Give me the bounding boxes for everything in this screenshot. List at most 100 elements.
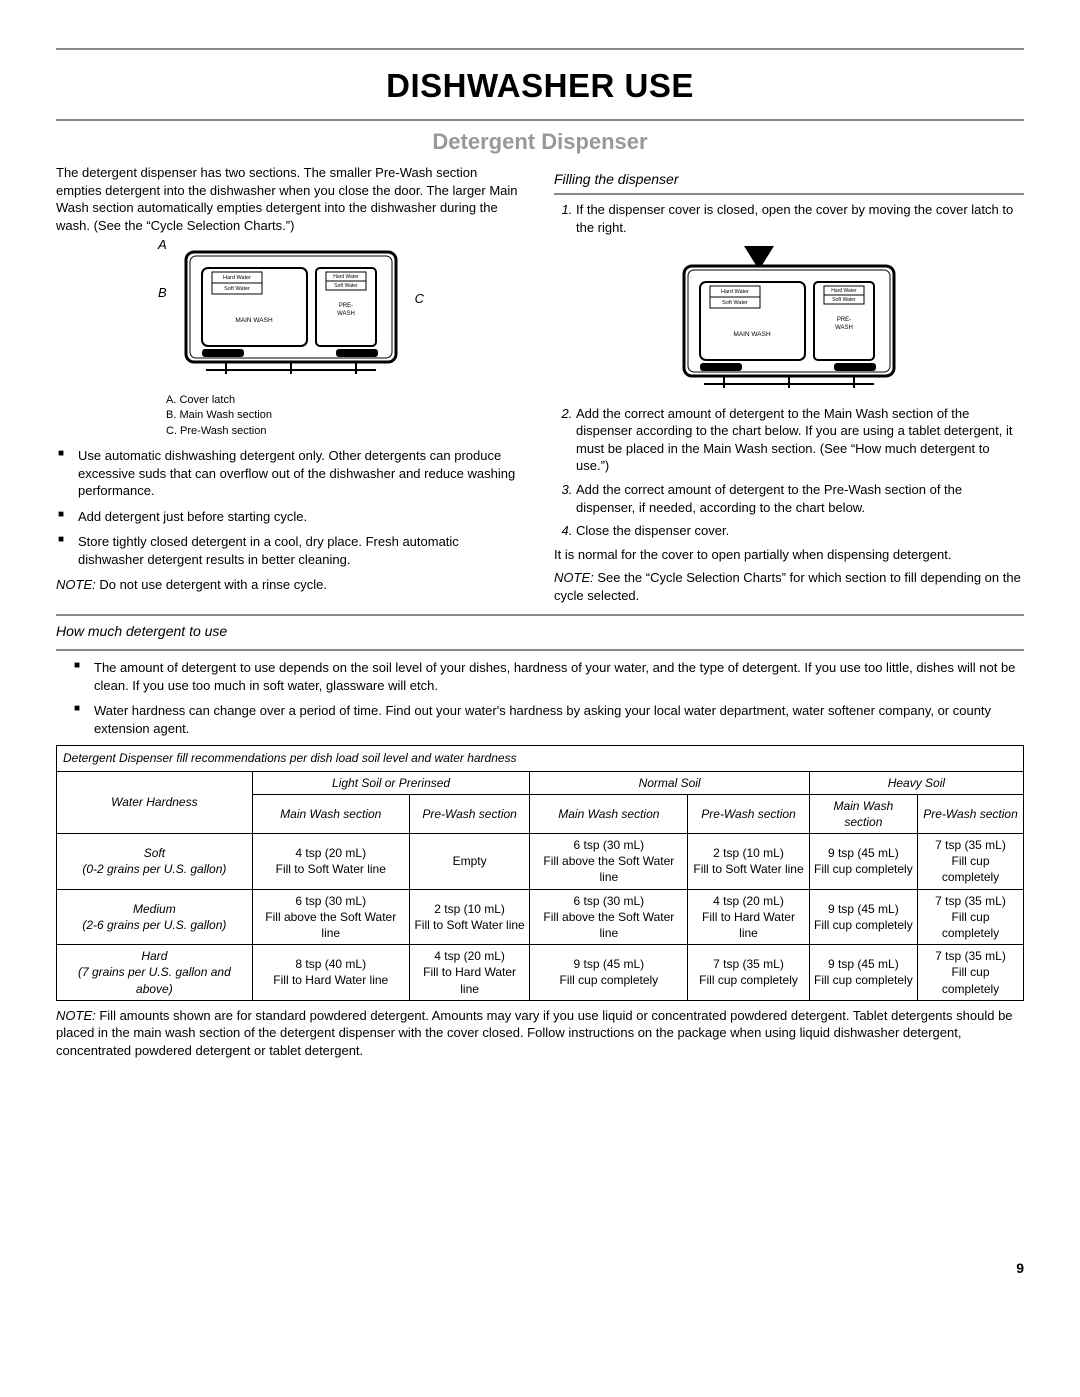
cell: 6 tsp (30 mL)Fill above the Soft Water l… (530, 834, 688, 890)
step-text: Add the correct amount of detergent to t… (576, 406, 1013, 474)
diagram-label-a: A (158, 236, 167, 254)
legend-c: C. Pre-Wash section (166, 424, 526, 439)
table-row: Medium(2-6 grains per U.S. gallon) 6 tsp… (57, 889, 1024, 945)
filling-after: It is normal for the cover to open parti… (554, 546, 1024, 564)
page-title: DISHWASHER USE (56, 64, 1024, 109)
cell: Empty (409, 834, 530, 890)
left-column: The detergent dispenser has two sections… (56, 164, 526, 610)
detergent-table: Detergent Dispenser fill recommendations… (56, 745, 1024, 1000)
diag-hardwater-l1: Hard Water (223, 275, 251, 281)
note-label: NOTE: (56, 577, 96, 592)
filling-steps-cont: Add the correct amount of detergent to t… (554, 405, 1024, 540)
filling-heading: Filling the dispenser (554, 170, 1024, 195)
th-pre: Pre-Wash section (409, 794, 530, 833)
diag-hardwater-l2: Hard Water (333, 274, 359, 280)
note-right: NOTE: See the “Cycle Selection Charts” f… (554, 569, 1024, 604)
cell: 4 tsp (20 mL)Fill to Hard Water line (688, 889, 809, 945)
diag-softwater-l1: Soft Water (224, 286, 250, 292)
row-label: Soft(0-2 grains per U.S. gallon) (57, 834, 253, 890)
cell: 6 tsp (30 mL)Fill above the Soft Water l… (530, 889, 688, 945)
row-label: Medium(2-6 grains per U.S. gallon) (57, 889, 253, 945)
dispenser-diagram-left: A B C Hard Water Soft Water MAIN WASH Ha… (56, 242, 526, 387)
diag-softwater-l2: Soft Water (334, 283, 358, 289)
diag-prewash-l2: WASH (337, 311, 355, 317)
note-text: Do not use detergent with a rinse cycle. (96, 577, 327, 592)
svg-text:Soft Water: Soft Water (722, 300, 748, 306)
th-main: Main Wash section (530, 794, 688, 833)
intro-paragraph: The detergent dispenser has two sections… (56, 164, 526, 234)
diag-prewash-l1: PRE- (339, 303, 353, 309)
section-title: Detergent Dispenser (56, 127, 1024, 157)
dispenser-svg-right: Hard Water Soft Water MAIN WASH Hard Wat… (674, 244, 904, 394)
svg-text:Hard Water: Hard Water (831, 288, 857, 294)
bullet-item: Add detergent just before starting cycle… (78, 508, 526, 526)
legend-a: A. Cover latch (166, 393, 526, 408)
note-text: Fill amounts shown are for standard powd… (56, 1008, 1013, 1058)
title-rule (56, 119, 1024, 121)
svg-text:Soft Water: Soft Water (832, 297, 856, 303)
cell: 2 tsp (10 mL)Fill to Soft Water line (688, 834, 809, 890)
cell: 4 tsp (20 mL)Fill to Hard Water line (409, 945, 530, 1001)
step-text: Add the correct amount of detergent to t… (576, 482, 962, 515)
step-text: Close the dispenser cover. (576, 523, 729, 538)
cell: 6 tsp (30 mL)Fill above the Soft Water l… (252, 889, 409, 945)
mid-rule (56, 614, 1024, 616)
step-text: If the dispenser cover is closed, open t… (576, 202, 1013, 235)
table-row: Soft(0-2 grains per U.S. gallon) 4 tsp (… (57, 834, 1024, 890)
cell: 4 tsp (20 mL)Fill to Soft Water line (252, 834, 409, 890)
svg-text:MAIN WASH: MAIN WASH (733, 331, 771, 338)
howmuch-heading: How much detergent to use (56, 622, 1024, 645)
th-pre: Pre-Wash section (688, 794, 809, 833)
cell: 9 tsp (45 mL)Fill cup completely (809, 889, 917, 945)
bullet-item: Store tightly closed detergent in a cool… (78, 533, 526, 568)
diagram-label-b: B (158, 284, 167, 302)
note-label: NOTE: (554, 570, 594, 585)
bullet-item: The amount of detergent to use depends o… (94, 659, 1024, 694)
svg-text:WASH: WASH (835, 325, 853, 331)
cell: 7 tsp (35 mL)Fill cup completely (918, 945, 1024, 1001)
legend-b: B. Main Wash section (166, 408, 526, 423)
bullet-item: Water hardness can change over a period … (94, 702, 1024, 737)
top-rule (56, 48, 1024, 50)
page-number: 9 (56, 1259, 1024, 1278)
howmuch-bullets: The amount of detergent to use depends o… (56, 659, 1024, 737)
th-pre: Pre-Wash section (918, 794, 1024, 833)
left-bullets: Use automatic dishwashing detergent only… (56, 447, 526, 568)
dispenser-svg-left: Hard Water Soft Water MAIN WASH Hard Wat… (176, 242, 406, 382)
note-text: See the “Cycle Selection Charts” for whi… (554, 570, 1021, 603)
diagram-legend: A. Cover latch B. Main Wash section C. P… (166, 393, 526, 439)
note-bottom: NOTE: Fill amounts shown are for standar… (56, 1007, 1024, 1060)
filling-steps: If the dispenser cover is closed, open t… (554, 201, 1024, 236)
table-row: Hard(7 grains per U.S. gallon and above)… (57, 945, 1024, 1001)
table-caption: Detergent Dispenser fill recommendations… (57, 746, 1024, 771)
cell: 9 tsp (45 mL)Fill cup completely (809, 834, 917, 890)
step-4: Close the dispenser cover. (576, 522, 1024, 540)
cell: 7 tsp (35 mL)Fill cup completely (918, 834, 1024, 890)
svg-text:PRE-: PRE- (837, 317, 851, 323)
bullet-item: Use automatic dishwashing detergent only… (78, 447, 526, 500)
th-main: Main Wash section (252, 794, 409, 833)
th-heavy: Heavy Soil (809, 771, 1023, 794)
th-waterhardness: Water Hardness (57, 771, 253, 834)
th-normal: Normal Soil (530, 771, 809, 794)
step-3: Add the correct amount of detergent to t… (576, 481, 1024, 516)
note-label: NOTE: (56, 1008, 96, 1023)
note-left: NOTE: Do not use detergent with a rinse … (56, 576, 526, 594)
row-label: Hard(7 grains per U.S. gallon and above) (57, 945, 253, 1001)
two-column-layout: The detergent dispenser has two sections… (56, 164, 1024, 610)
cell: 8 tsp (40 mL)Fill to Hard Water line (252, 945, 409, 1001)
cell: 2 tsp (10 mL)Fill to Soft Water line (409, 889, 530, 945)
mid-rule2 (56, 649, 1024, 651)
cell: 7 tsp (35 mL)Fill cup completely (688, 945, 809, 1001)
th-main: Main Wash section (809, 794, 917, 833)
step-1: If the dispenser cover is closed, open t… (576, 201, 1024, 236)
step-2: Add the correct amount of detergent to t… (576, 405, 1024, 475)
svg-text:Hard Water: Hard Water (721, 289, 749, 295)
th-light: Light Soil or Prerinsed (252, 771, 530, 794)
right-column: Filling the dispenser If the dispenser c… (554, 164, 1024, 610)
dispenser-diagram-right: Hard Water Soft Water MAIN WASH Hard Wat… (554, 244, 1024, 399)
cell: 7 tsp (35 mL)Fill cup completely (918, 889, 1024, 945)
diagram-label-c: C (415, 290, 424, 308)
cell: 9 tsp (45 mL)Fill cup completely (809, 945, 917, 1001)
diag-mainwash-l: MAIN WASH (235, 317, 273, 324)
